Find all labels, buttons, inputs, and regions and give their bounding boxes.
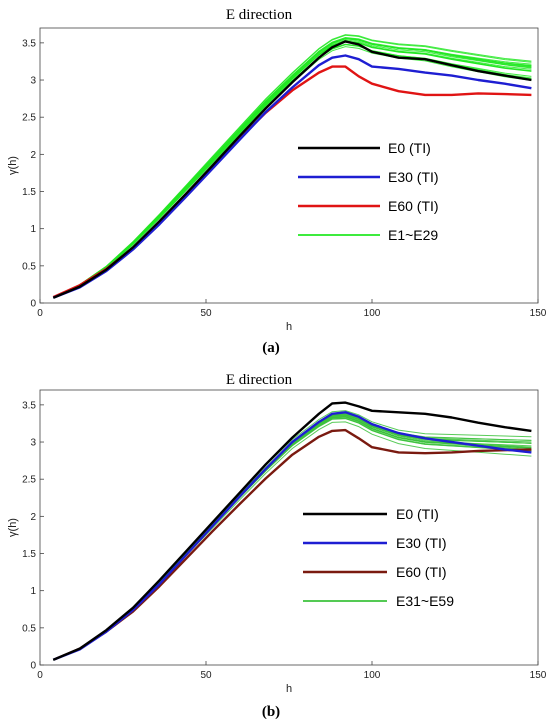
y-tick-label: 3: [30, 76, 36, 87]
plot-area: [39, 389, 539, 666]
y-tick-label: 0.5: [22, 261, 36, 272]
y-tick-label: 3: [30, 438, 36, 449]
x-axis-label: h: [286, 683, 292, 695]
chart-panel-a: E direction 0 50 100 150 0 0.5 1 1.5 2 2.5 3 3.5 h γ(h…: [7, 7, 547, 356]
y-axis-label: γ(h): [7, 156, 19, 175]
legend-label: E60 (TI): [388, 198, 439, 214]
x-tick-label: 100: [364, 308, 381, 319]
y-tick-label: 3.5: [22, 38, 36, 49]
series-line-ensemble-realization: [53, 34, 532, 298]
x-axis-label: h: [286, 321, 292, 333]
x-tick-label: 100: [364, 670, 381, 681]
y-tick-label: 0: [30, 299, 36, 310]
y-tick-label: 2.5: [22, 475, 36, 486]
legend-label: E31~E59: [396, 593, 454, 609]
plot-area: [39, 27, 539, 304]
y-tick-label: 2.5: [22, 113, 36, 124]
series-line-ensemble-realization: [53, 46, 532, 298]
chart-panel-b: E direction 0 50 100 150 0 0.5 1 1.5 2 2.5 3 3.5 h γ(h…: [7, 372, 547, 720]
legend-label: E0 (TI): [396, 506, 439, 522]
series-line-e60-ti: [52, 65, 532, 299]
x-tick-label: 50: [200, 308, 212, 319]
panel-caption: (b): [262, 704, 280, 720]
y-tick-label: 2: [30, 150, 36, 161]
y-tick-label: 3.5: [22, 400, 36, 411]
x-tick-label: 0: [37, 670, 43, 681]
x-tick-label: 50: [200, 670, 212, 681]
legend: E0 (TI) E30 (TI) E60 (TI) E31~E59: [303, 506, 454, 609]
series-line-ensemble-realization: [53, 40, 532, 298]
x-tick-label: 150: [530, 670, 547, 681]
legend: E0 (TI) E30 (TI) E60 (TI) E1~E29: [298, 140, 439, 243]
series-line-e30-ti: [52, 411, 532, 661]
series-line-ensemble-realization: [53, 412, 532, 661]
legend-label: E1~E29: [388, 227, 438, 243]
y-axis-label: γ(h): [7, 518, 19, 537]
legend-label: E0 (TI): [388, 140, 431, 156]
series-line-e60-ti: [52, 428, 532, 661]
x-tick-label: 0: [37, 308, 43, 319]
x-tick-label: 150: [530, 308, 547, 319]
legend-label: E30 (TI): [396, 535, 447, 551]
series-line-ensemble-realization: [53, 421, 532, 661]
legend-label: E60 (TI): [396, 564, 447, 580]
y-tick-label: 1: [30, 224, 36, 235]
series-line-e0-ti: [52, 40, 532, 299]
panel-caption: (a): [262, 340, 280, 356]
y-tick-label: 1.5: [22, 549, 36, 560]
y-tick-label: 1.5: [22, 187, 36, 198]
chart-title: E direction: [226, 7, 293, 23]
y-tick-label: 0: [30, 661, 36, 672]
series-line-ensemble: [52, 40, 532, 298]
series-line-e30-ti: [52, 54, 532, 299]
series-line-e0-ti: [52, 401, 532, 661]
y-tick-label: 1: [30, 586, 36, 597]
y-tick-label: 0.5: [22, 623, 36, 634]
chart-title: E direction: [226, 372, 293, 388]
y-tick-label: 2: [30, 512, 36, 523]
legend-label: E30 (TI): [388, 169, 439, 185]
